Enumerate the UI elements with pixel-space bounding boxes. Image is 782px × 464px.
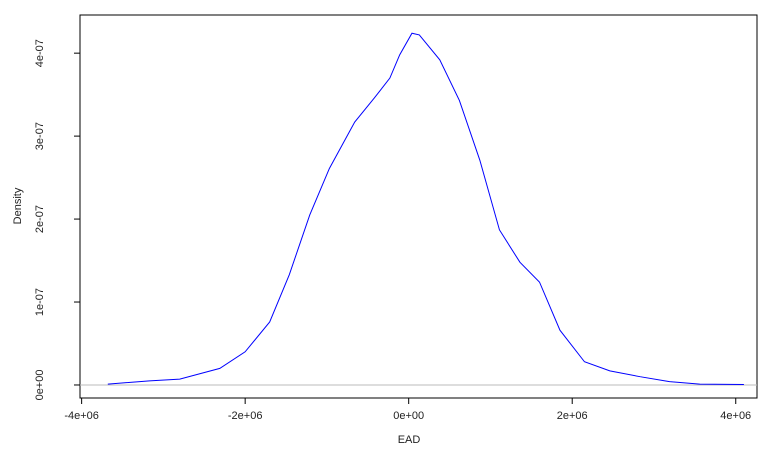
x-tick-label: 4e+06 — [720, 410, 751, 422]
y-tick-label: 4e-07 — [34, 39, 46, 67]
x-tick-label: -4e+06 — [64, 410, 99, 422]
x-tick-label: 2e+06 — [557, 410, 588, 422]
y-tick-label: 3e-07 — [34, 122, 46, 150]
x-axis-label: EAD — [398, 434, 421, 446]
y-tick-label: 1e-07 — [34, 288, 46, 316]
x-tick-label: 0e+00 — [393, 410, 424, 422]
y-axis-label: Density — [12, 187, 24, 224]
density-line — [107, 32, 744, 386]
x-tick-label: -2e+06 — [228, 410, 263, 422]
y-tick-label: 2e-07 — [34, 205, 46, 233]
plot-frame — [79, 14, 758, 399]
y-tick-label: 0e+00 — [34, 370, 46, 401]
